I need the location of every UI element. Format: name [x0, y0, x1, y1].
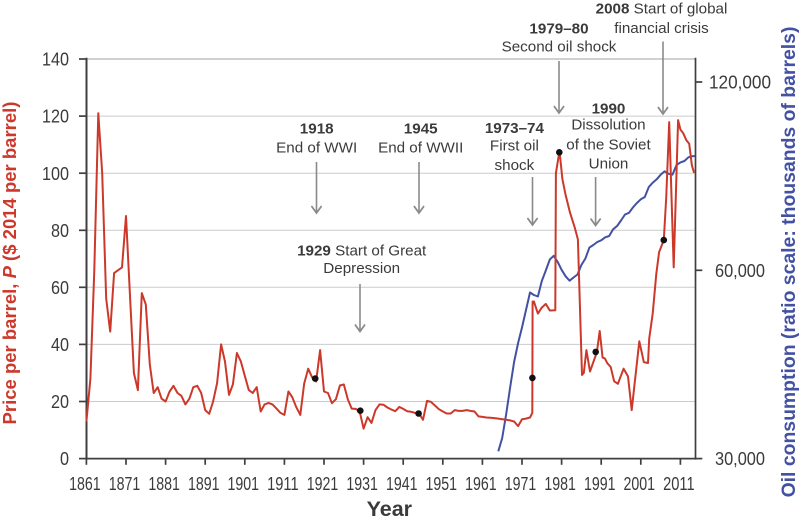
svg-text:1911: 1911: [267, 473, 299, 494]
svg-text:1971: 1971: [505, 473, 537, 494]
svg-text:2001: 2001: [624, 473, 656, 494]
svg-text:120,000: 120,000: [709, 72, 771, 93]
svg-text:120: 120: [42, 106, 69, 127]
svg-text:Year: Year: [367, 497, 413, 521]
svg-text:100: 100: [42, 163, 69, 184]
svg-text:financial crisis: financial crisis: [614, 20, 709, 37]
svg-text:End of WWII: End of WWII: [378, 139, 463, 156]
svg-text:Depression: Depression: [323, 260, 400, 277]
svg-text:1861: 1861: [69, 473, 101, 494]
svg-text:1929 Start of Great: 1929 Start of Great: [297, 242, 427, 259]
svg-text:1979–80: 1979–80: [529, 21, 588, 38]
svg-text:140: 140: [42, 49, 69, 70]
svg-text:1945: 1945: [404, 120, 438, 137]
svg-text:shock: shock: [495, 157, 535, 174]
svg-text:Price per barrel, P ($ 2014 pe: Price per barrel, P ($ 2014 per barrel): [0, 102, 20, 425]
svg-text:1981: 1981: [544, 473, 576, 494]
svg-text:1941: 1941: [386, 473, 418, 494]
svg-text:40: 40: [51, 334, 69, 355]
svg-text:1973–74: 1973–74: [485, 120, 545, 137]
svg-text:1891: 1891: [188, 473, 220, 494]
svg-text:2008 Start of global: 2008 Start of global: [596, 0, 728, 17]
svg-text:1918: 1918: [300, 120, 334, 137]
svg-text:of the Soviet: of the Soviet: [566, 136, 651, 153]
svg-text:1901: 1901: [228, 473, 260, 494]
svg-text:0: 0: [60, 448, 69, 469]
svg-text:1961: 1961: [465, 473, 497, 494]
svg-text:1921: 1921: [307, 473, 339, 494]
svg-text:60: 60: [51, 277, 69, 298]
svg-text:60,000: 60,000: [715, 260, 765, 281]
svg-text:First oil: First oil: [490, 138, 539, 155]
svg-text:1931: 1931: [346, 473, 378, 494]
svg-text:1951: 1951: [426, 473, 458, 494]
svg-text:1991: 1991: [584, 473, 616, 494]
svg-text:End of WWI: End of WWI: [276, 139, 357, 156]
svg-text:20: 20: [51, 391, 69, 412]
svg-text:2011: 2011: [663, 473, 695, 494]
svg-text:1881: 1881: [148, 473, 180, 494]
svg-text:1871: 1871: [109, 473, 141, 494]
svg-text:Union: Union: [589, 156, 629, 173]
svg-text:Oil consumption (ratio scale:: Oil consumption (ratio scale: thousands …: [778, 27, 800, 498]
svg-text:Dissolution: Dissolution: [571, 117, 645, 134]
svg-text:80: 80: [51, 220, 69, 241]
svg-text:1990: 1990: [592, 100, 626, 117]
svg-text:30,000: 30,000: [715, 448, 765, 469]
svg-text:Second oil shock: Second oil shock: [502, 38, 617, 55]
